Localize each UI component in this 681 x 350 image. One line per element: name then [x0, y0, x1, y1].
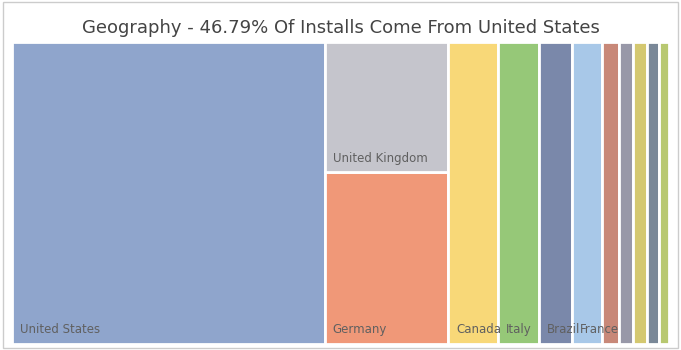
Bar: [448, 42, 498, 344]
Bar: [12, 42, 325, 344]
Bar: [539, 42, 572, 344]
Text: Germany: Germany: [332, 323, 387, 336]
Text: United States: United States: [20, 323, 100, 336]
Bar: [647, 42, 659, 344]
Bar: [498, 42, 539, 344]
Bar: [633, 42, 647, 344]
Text: France: France: [580, 323, 619, 336]
Bar: [618, 42, 633, 344]
Text: Geography - 46.79% Of Installs Come From United States: Geography - 46.79% Of Installs Come From…: [82, 19, 599, 37]
Bar: [325, 173, 448, 344]
Text: Italy: Italy: [506, 323, 532, 336]
Bar: [602, 42, 618, 344]
Bar: [325, 42, 448, 173]
Text: Canada: Canada: [456, 323, 501, 336]
Bar: [659, 42, 669, 344]
Text: Brazil: Brazil: [546, 323, 580, 336]
Text: United Kingdom: United Kingdom: [332, 152, 428, 165]
Bar: [572, 42, 602, 344]
